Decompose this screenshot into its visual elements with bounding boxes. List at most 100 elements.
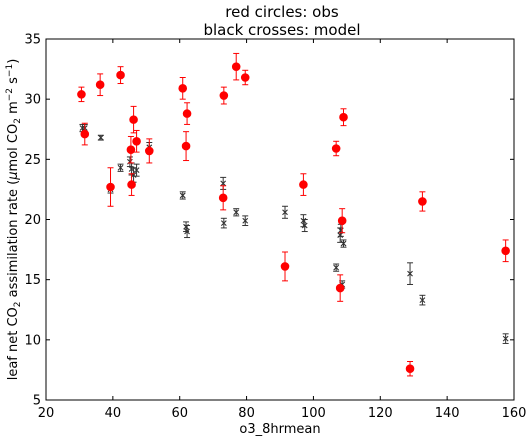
circle-marker xyxy=(127,180,136,189)
circle-marker xyxy=(80,129,90,139)
obs-point xyxy=(77,86,86,103)
cross-marker xyxy=(220,180,227,187)
cross-marker xyxy=(179,192,186,199)
circle-marker xyxy=(144,146,154,156)
obs-point xyxy=(218,185,228,211)
cross-marker xyxy=(184,228,190,235)
circle-marker xyxy=(77,90,86,99)
circle-marker xyxy=(129,115,138,124)
x-axis-label: o3_8hrmean xyxy=(239,422,320,437)
circle-marker xyxy=(218,193,228,203)
obs-point xyxy=(127,173,136,196)
cross-marker xyxy=(97,134,104,141)
model-point xyxy=(179,191,186,200)
y-tick-label: 20 xyxy=(24,213,41,228)
data-marks xyxy=(77,52,510,377)
circle-marker xyxy=(339,112,348,122)
obs-point xyxy=(116,66,125,85)
y-axis-label: leaf net CO2 assimilation rate (μmol CO2… xyxy=(5,59,23,381)
obs-point xyxy=(231,52,241,81)
cross-marker xyxy=(242,217,249,224)
circle-marker xyxy=(331,144,341,153)
circle-marker xyxy=(181,141,191,151)
obs-point xyxy=(280,251,290,282)
obs-point xyxy=(335,274,345,302)
x-tick-label: 160 xyxy=(502,406,527,421)
circle-marker xyxy=(106,182,115,192)
cross-marker xyxy=(340,240,347,247)
circle-marker xyxy=(182,109,192,118)
obs-point xyxy=(80,122,90,146)
plot-frame xyxy=(45,38,515,401)
circle-marker xyxy=(116,70,125,80)
model-point xyxy=(340,239,347,248)
model-point xyxy=(220,217,227,229)
circle-marker xyxy=(418,197,427,206)
obs-point xyxy=(178,77,188,100)
circle-marker xyxy=(95,80,105,90)
model-point xyxy=(419,294,426,306)
circle-marker xyxy=(299,180,308,189)
x-tick-label: 100 xyxy=(301,406,326,421)
cross-marker xyxy=(282,209,288,216)
obs-point xyxy=(299,173,308,196)
cross-marker xyxy=(233,209,240,216)
obs-point xyxy=(219,86,229,105)
circle-marker xyxy=(126,145,136,155)
chart-title-line-2: black crosses: model xyxy=(203,21,360,39)
cross-marker xyxy=(333,264,340,271)
obs-point xyxy=(339,108,348,127)
obs-point xyxy=(240,69,250,86)
cross-marker xyxy=(220,220,227,226)
obs-point xyxy=(337,208,347,234)
model-point xyxy=(282,205,289,219)
model-point xyxy=(97,134,104,141)
axis-ticks: 20 40 60 80 100 120 140 160 5 10 15 20 25 30 35 xyxy=(24,33,526,422)
obs-point xyxy=(95,73,105,97)
model-point xyxy=(133,163,140,177)
cross-marker xyxy=(301,222,308,229)
obs-point xyxy=(182,102,192,125)
y-tick-label: 15 xyxy=(24,273,41,288)
obs-point xyxy=(144,138,154,164)
obs-point xyxy=(405,360,415,377)
x-tick-label: 60 xyxy=(171,406,188,421)
x-tick-label: 140 xyxy=(435,406,460,421)
circle-marker xyxy=(335,283,345,293)
model-point xyxy=(333,263,340,272)
model-point xyxy=(242,215,249,227)
circle-marker xyxy=(405,364,415,374)
obs-point xyxy=(126,135,136,164)
obs-point xyxy=(181,131,191,162)
x-tick-label: 40 xyxy=(105,406,122,421)
y-tick-label: 10 xyxy=(24,333,41,348)
cross-marker xyxy=(79,125,86,131)
obs-point xyxy=(501,239,510,263)
circle-marker xyxy=(280,262,290,271)
obs-point xyxy=(132,129,141,153)
x-tick-label: 80 xyxy=(238,406,255,421)
cross-marker xyxy=(419,297,426,304)
cross-marker xyxy=(133,167,140,174)
circle-marker xyxy=(337,216,347,226)
model-point xyxy=(407,262,414,285)
model-point xyxy=(301,219,308,233)
obs-point xyxy=(106,167,115,207)
model-point xyxy=(337,223,344,237)
y-tick-label: 25 xyxy=(24,153,41,168)
cross-marker xyxy=(407,270,413,277)
obs-point xyxy=(331,140,341,157)
model-point xyxy=(117,163,124,172)
cross-marker xyxy=(117,164,124,171)
model-point xyxy=(184,225,191,239)
chart-title-line-1: red circles: obs xyxy=(225,3,339,21)
model-point xyxy=(233,208,240,217)
model-point xyxy=(502,333,509,344)
y-tick-label: 30 xyxy=(24,93,41,108)
circle-marker xyxy=(501,246,510,256)
circle-marker xyxy=(231,62,241,71)
circle-marker xyxy=(132,136,141,146)
y-tick-label: 5 xyxy=(33,394,41,409)
obs-point xyxy=(418,191,427,212)
